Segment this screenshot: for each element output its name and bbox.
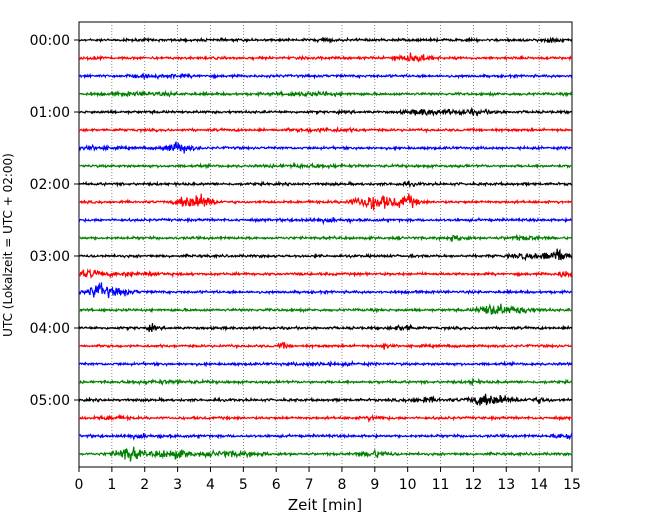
x-tick-label: 12 bbox=[464, 477, 482, 493]
x-tick-label: 15 bbox=[563, 477, 581, 493]
trace-4 bbox=[78, 106, 573, 117]
y-axis-label: UTC (Lokalzeit = UTC + 02:00) bbox=[1, 153, 15, 337]
x-tick-label: 0 bbox=[75, 477, 84, 493]
trace-23 bbox=[78, 446, 573, 462]
trace-12 bbox=[78, 248, 573, 262]
y-tick-label: 04:00 bbox=[30, 321, 70, 337]
x-axis-label: Zeit [min] bbox=[288, 496, 362, 514]
trace-20 bbox=[78, 393, 573, 406]
x-tick-label: 13 bbox=[497, 477, 515, 493]
y-tick-label: 03:00 bbox=[30, 249, 70, 265]
trace-16 bbox=[78, 323, 573, 333]
trace-3 bbox=[78, 89, 573, 98]
trace-13 bbox=[78, 268, 573, 279]
trace-5 bbox=[78, 126, 573, 134]
traces-group bbox=[78, 36, 573, 462]
trace-15 bbox=[78, 303, 573, 315]
y-tick-label: 02:00 bbox=[30, 177, 70, 193]
y-axis-ticks: 00:00 01:00 02:00 03:00 04:00 05:00 bbox=[30, 33, 79, 409]
trace-11 bbox=[78, 233, 573, 243]
x-axis-ticks: 0 1 2 3 4 5 6 7 8 9 10 11 12 13 14 15 bbox=[75, 467, 581, 493]
x-tick-label: 11 bbox=[432, 477, 450, 493]
trace-1 bbox=[78, 52, 573, 63]
x-tick-label: 10 bbox=[399, 477, 417, 493]
x-tick-label: 9 bbox=[370, 477, 379, 493]
trace-21 bbox=[78, 413, 573, 424]
y-tick-label: 05:00 bbox=[30, 393, 70, 409]
trace-7 bbox=[78, 162, 573, 171]
x-tick-label: 7 bbox=[305, 477, 314, 493]
trace-22 bbox=[78, 432, 573, 441]
x-tick-label: 4 bbox=[206, 477, 215, 493]
trace-19 bbox=[78, 377, 573, 387]
trace-8 bbox=[78, 180, 573, 189]
trace-14 bbox=[78, 281, 573, 299]
y-tick-label: 00:00 bbox=[30, 33, 70, 49]
x-tick-label: 6 bbox=[272, 477, 281, 493]
x-tick-label: 3 bbox=[173, 477, 182, 493]
vertical-grid bbox=[111, 22, 540, 467]
trace-10 bbox=[78, 216, 573, 226]
y-tick-label: 01:00 bbox=[30, 105, 70, 121]
x-tick-label: 2 bbox=[140, 477, 149, 493]
trace-9 bbox=[78, 193, 573, 211]
trace-2 bbox=[78, 72, 573, 81]
x-tick-label: 14 bbox=[530, 477, 548, 493]
trace-17 bbox=[78, 341, 573, 350]
trace-18 bbox=[78, 359, 573, 368]
x-tick-label: 8 bbox=[337, 477, 346, 493]
x-tick-label: 5 bbox=[239, 477, 248, 493]
x-tick-label: 1 bbox=[107, 477, 116, 493]
trace-6 bbox=[78, 140, 573, 154]
trace-0 bbox=[78, 36, 573, 44]
